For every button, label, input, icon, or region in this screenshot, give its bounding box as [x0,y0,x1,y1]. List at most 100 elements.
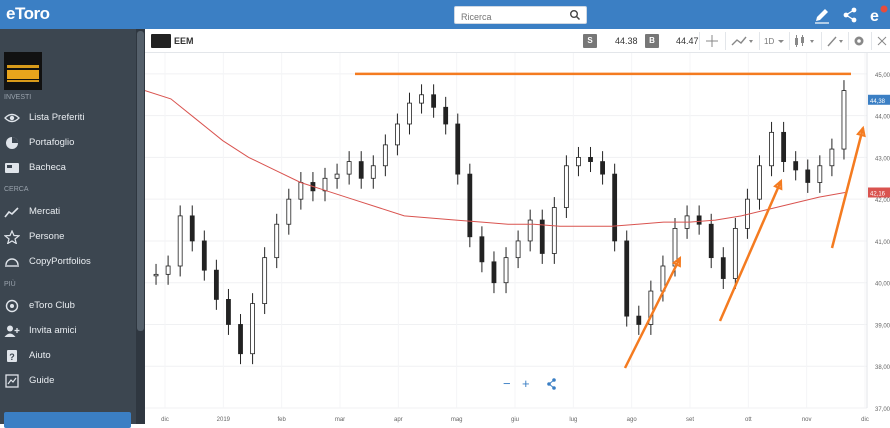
sidebar: INVESTI Lista Preferiti Portafoglio Bach… [0,29,145,428]
sidebar-item-portfolio[interactable]: Portafoglio [0,132,136,154]
sidebar-item-club[interactable]: eToro Club [0,295,136,317]
x-tick-label: nov [802,417,812,423]
sidebar-scrollbar[interactable] [136,29,145,424]
candle-type-icon[interactable] [793,33,817,49]
candle-body [793,161,799,171]
candle-body [238,324,243,355]
x-tick-label: set [686,417,694,423]
news-icon [5,163,19,173]
deposit-button[interactable] [4,412,131,428]
zoom-out-button[interactable]: − [503,376,511,391]
candle-body [551,207,557,254]
search-icon[interactable] [569,9,581,21]
sidebar-item-watchlist[interactable]: Lista Preferiti [0,107,136,129]
sidebar-item-label: eToro Club [29,300,75,311]
sidebar-item-help[interactable]: ? Aiuto [0,345,136,367]
trend-arrow-head [773,178,783,191]
section-investi: INVESTI [4,94,32,101]
gear-icon[interactable] [852,33,866,49]
top-bar: eToro e [0,0,890,29]
section-piu: PIÙ [4,281,16,288]
sidebar-item-invite[interactable]: Invita amici [0,320,136,342]
candle-body [443,106,449,125]
candle-body [189,215,195,242]
candle-body [153,273,159,277]
avatar[interactable] [4,52,42,90]
candle-body [829,148,835,167]
candle-body [419,94,424,104]
period-selector[interactable]: 1D [764,37,775,46]
share-icon[interactable] [840,5,860,25]
invite-icon [4,325,20,337]
guide-icon [5,374,19,388]
svg-text:e: e [870,8,879,25]
chart-share-icon[interactable] [547,378,556,390]
etoro-logo[interactable]: eToro [6,4,50,23]
candle-body [382,144,388,167]
price-chart[interactable]: 45,00 44,00 43,00 42,00 41,00 40,00 39,00 38,00… [145,53,890,424]
y-tick-label: 39,00 [875,323,890,329]
sidebar-item-feed[interactable]: Bacheca [0,157,136,179]
candle-body [322,177,328,192]
candle-body [696,215,702,225]
sidebar-scroll-thumb[interactable] [137,31,144,331]
candle-body [720,257,726,279]
candle-body [648,290,654,325]
section-cerca: CERCA [4,186,29,193]
candle-body [407,102,412,125]
candle-body [732,228,738,279]
chart-panel: EEM S 44.38 B 44.47 1D 45,00 44,00 43,00 42… [145,29,890,424]
candle-body [467,173,473,238]
candle-body [708,223,714,259]
y-tick-label: 41,00 [875,240,890,246]
candle-body [201,240,207,271]
draw-tools-icon[interactable] [826,33,846,49]
trend-arrow-head [671,255,682,268]
sidebar-item-people[interactable]: Persone [0,226,136,248]
candle-body [515,240,521,259]
candle-body [588,157,593,162]
trend-arrow [623,257,682,369]
candle-body [250,303,255,355]
copyportfolio-icon [5,258,19,267]
sidebar-item-label: Bacheca [29,162,66,173]
candle-body [805,169,811,183]
ma-price-label: 42,16 [870,191,886,197]
candle-body [600,161,605,175]
y-tick-label: 37,00 [875,407,890,413]
x-tick-label: ago [627,417,638,423]
buy-button[interactable]: B [645,34,659,48]
candle-body [298,182,304,200]
candle-body [527,219,533,242]
sidebar-item-guides[interactable]: Guide [0,370,136,392]
search-input[interactable] [455,9,565,25]
candle-body [358,161,364,179]
candle-body [576,157,581,167]
candle-body [346,161,352,175]
zoom-in-button[interactable]: + [522,376,530,391]
y-tick-label: 45,00 [875,73,890,79]
candle-body [841,90,847,150]
club-icon [5,299,19,313]
candle-body [624,240,630,317]
chevron-down-icon[interactable] [777,33,785,49]
sidebar-item-copyportfolios[interactable]: CopyPortfolios [0,251,136,273]
candle-body [431,94,437,108]
candle-body [165,265,171,275]
eye-icon [4,113,20,123]
candle-body [491,261,497,284]
crosshair-icon[interactable] [705,33,719,49]
notifications-icon[interactable]: e [868,5,888,25]
sell-button[interactable]: S [583,34,597,48]
toolbar-divider [759,32,760,50]
candle-body [563,165,569,208]
x-tick-label: giu [511,417,519,423]
indicators-icon[interactable] [731,33,755,49]
expand-icon[interactable] [876,33,888,49]
candle-body [455,123,461,175]
search-box[interactable] [454,6,587,25]
candle-body [262,257,268,304]
edit-pencil-icon[interactable] [812,5,832,25]
last-price-label: 44,38 [870,99,886,105]
sidebar-item-markets[interactable]: Mercati [0,201,136,223]
